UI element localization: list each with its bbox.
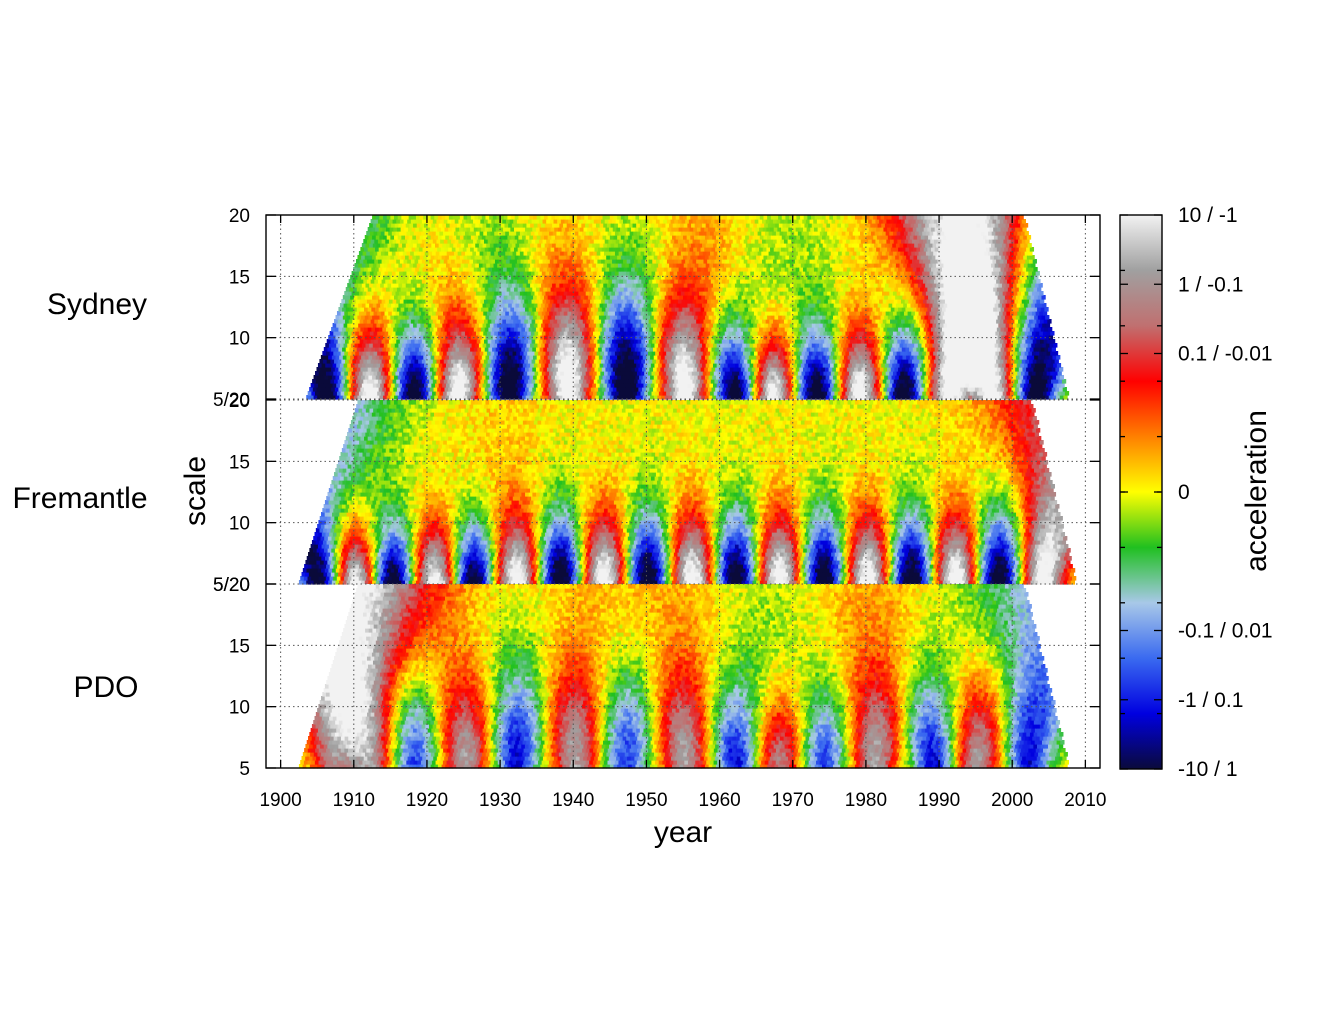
heatmap-fremantle	[298, 400, 1077, 585]
y-tick-label: 10	[229, 514, 250, 535]
x-tick-label: 1900	[259, 790, 301, 811]
heatmap-cells	[298, 215, 1077, 769]
x-tick-label: 2000	[991, 790, 1033, 811]
colorbar-tick-label: -0.1 / 0.01	[1178, 620, 1273, 643]
y-tick-label: 10	[229, 698, 250, 719]
heatmap-pdo	[298, 584, 1069, 769]
x-tick-label: 1990	[918, 790, 960, 811]
panel-labels: Sydney Fremantle PDO	[12, 288, 147, 704]
panel-label-sydney: Sydney	[47, 288, 147, 321]
colorbar-tick-label: -1 / 0.1	[1178, 689, 1243, 712]
colorbar-tick-label: 10 / -1	[1178, 204, 1238, 227]
colorbar-tick-label: 1 / -0.1	[1178, 273, 1243, 296]
heatmap-sydney	[306, 215, 1070, 400]
x-tick-label: 1910	[333, 790, 375, 811]
x-tick-label: 1940	[552, 790, 594, 811]
x-axis-title: year	[654, 816, 712, 849]
x-tick-label: 1980	[845, 790, 887, 811]
x-axis-ticks: 1900 1910 1920 1930 1940 1950 1960 1970 1980 1990…	[259, 215, 1107, 811]
y-tick-label: 5	[239, 759, 250, 780]
colorbar-title: acceleration	[1240, 410, 1273, 572]
y-tick-label: 20	[229, 391, 250, 412]
y-tick-label: 5/20	[213, 575, 250, 596]
y-tick-label: 5/20	[213, 575, 250, 596]
panel-label-pdo: PDO	[73, 671, 138, 704]
y-tick-label: 15	[229, 452, 250, 473]
y-tick-label: 20	[229, 206, 250, 227]
plot-frame	[265, 214, 1101, 769]
y-tick-label: 10	[229, 329, 250, 350]
y-tick-label: 15	[229, 636, 250, 657]
y-tick-label: 15	[229, 267, 250, 288]
x-tick-label: 1930	[479, 790, 521, 811]
panel-label-fremantle: Fremantle	[12, 482, 147, 515]
colorbar-ticks: 10 / -1 1 / -0.1 0.1 / -0.01 0 -0.1 / 0.01 -1…	[1120, 204, 1273, 781]
x-tick-label: 1920	[406, 790, 448, 811]
y-tick-label: 5/20	[213, 390, 250, 411]
x-tick-label: 1950	[625, 790, 667, 811]
x-tick-label: 1960	[698, 790, 740, 811]
y-axis-title: scale	[179, 456, 212, 526]
colorbar-tick-label: 0.1 / -0.01	[1178, 343, 1273, 366]
x-tick-label: 2010	[1064, 790, 1106, 811]
x-tick-label: 1970	[772, 790, 814, 811]
colorbar-tick-label: -10 / 1	[1178, 758, 1238, 781]
colorbar-tick-label: 0	[1178, 481, 1190, 504]
